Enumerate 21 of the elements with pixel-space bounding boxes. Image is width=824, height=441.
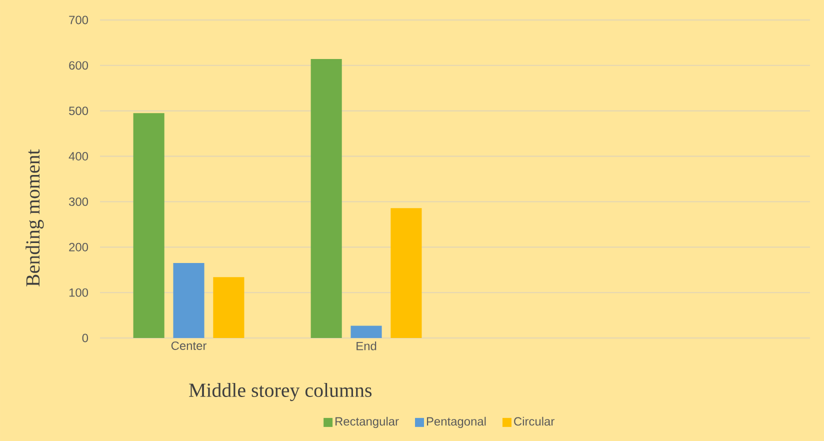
- x-tick-label: Center: [171, 342, 206, 350]
- legend-label: Pentagonal: [426, 416, 486, 428]
- y-tick-label: 500: [69, 106, 88, 116]
- x-axis-title: Middle storey columns: [189, 382, 372, 402]
- y-tick-label: 700: [69, 16, 88, 24]
- bar: [390, 208, 422, 338]
- y-tick-label: 300: [68, 197, 88, 206]
- y-tick-label: 100: [69, 288, 88, 297]
- x-tick-label: End: [356, 342, 376, 350]
- y-tick-label: 600: [69, 61, 88, 70]
- y-tick-label: 200: [69, 242, 88, 252]
- legend-label: Rectangular: [336, 416, 399, 428]
- bar: [133, 113, 164, 338]
- y-axis-title: Bending moment: [26, 149, 44, 286]
- bar: [213, 277, 244, 338]
- bar: [350, 326, 382, 338]
- bar: [310, 59, 342, 338]
- bar: [173, 263, 204, 338]
- y-tick-label: 0: [82, 334, 88, 342]
- y-tick-label: 400: [68, 152, 88, 160]
- legend-label: Circular: [514, 416, 554, 426]
